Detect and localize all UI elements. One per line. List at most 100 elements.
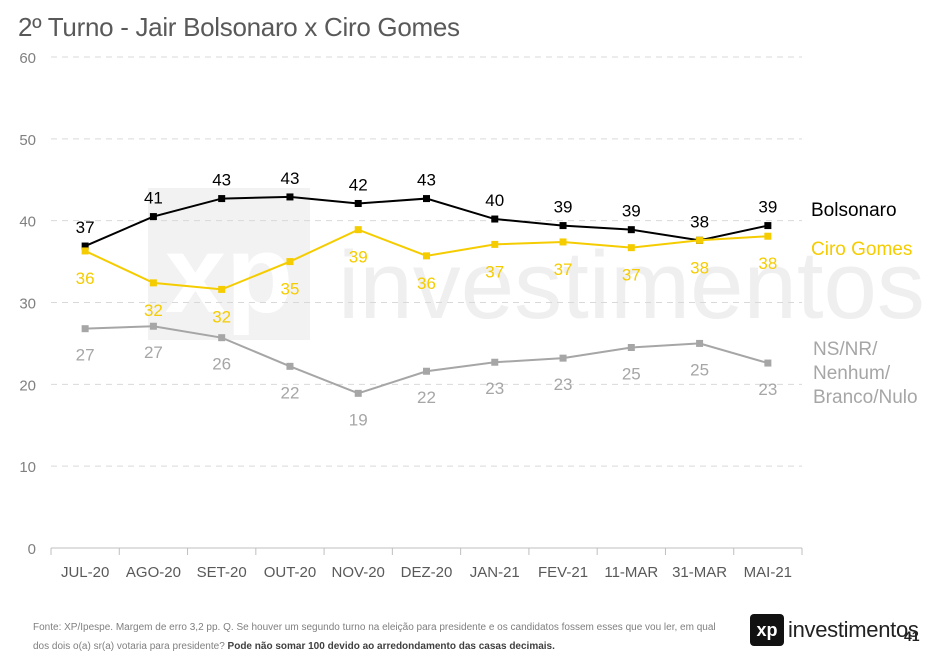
xp-logo-word: investimentos bbox=[788, 617, 919, 642]
legend-label: Ciro Gomes bbox=[811, 239, 912, 260]
data-point bbox=[764, 232, 772, 240]
data-label: 43 bbox=[212, 171, 231, 190]
data-point bbox=[149, 213, 157, 221]
data-point bbox=[627, 244, 635, 252]
data-label: 26 bbox=[212, 355, 231, 374]
data-label: 43 bbox=[417, 171, 436, 190]
y-tick-label: 30 bbox=[19, 296, 36, 313]
data-label: 37 bbox=[622, 266, 641, 285]
data-label: 39 bbox=[758, 198, 777, 217]
page-number: 41 bbox=[904, 628, 920, 644]
watermark: xp investimentos bbox=[148, 188, 925, 340]
xp-logo-mark: xp bbox=[750, 614, 784, 646]
data-point bbox=[627, 344, 635, 352]
data-point bbox=[559, 238, 567, 246]
data-point bbox=[286, 362, 294, 370]
x-tick-label: MAI-21 bbox=[744, 564, 792, 581]
x-tick-label: AGO-20 bbox=[126, 564, 181, 581]
data-point bbox=[354, 199, 362, 207]
data-point bbox=[696, 339, 704, 347]
data-label: 23 bbox=[554, 375, 573, 394]
data-point bbox=[764, 359, 772, 367]
data-point bbox=[81, 242, 89, 250]
chart-axes: 0 10 20 30 40 50 60 JUL-20 AGO-20 SET-20 OUT-20 NOV… bbox=[19, 50, 803, 581]
data-label: 19 bbox=[349, 410, 368, 429]
data-point bbox=[354, 389, 362, 397]
data-point bbox=[286, 193, 294, 201]
watermark-mark-text: xp bbox=[165, 213, 293, 336]
data-point bbox=[218, 195, 226, 203]
data-label: 27 bbox=[76, 346, 95, 365]
chart-legend: Bolsonaro Ciro Gomes NS/NR/Nenhum/Branco/N… bbox=[811, 200, 918, 408]
data-point bbox=[491, 215, 499, 223]
data-point bbox=[81, 247, 89, 255]
y-tick-label: 60 bbox=[19, 50, 36, 67]
y-tick-label: 10 bbox=[19, 459, 36, 476]
data-point bbox=[559, 222, 567, 230]
rounding-note: Pode não somar 100 devido ao arredondame… bbox=[227, 641, 555, 652]
data-label: 38 bbox=[690, 212, 709, 231]
data-label: 37 bbox=[554, 260, 573, 279]
data-label: 27 bbox=[144, 343, 163, 362]
data-point bbox=[423, 367, 430, 375]
footer-note: Fonte: XP/Ipespe. Margem de erro 3,2 pp.… bbox=[33, 618, 733, 656]
x-tick-label: 11-MAR bbox=[604, 564, 658, 581]
x-tick-label: SET-20 bbox=[197, 564, 247, 581]
data-label: 23 bbox=[485, 379, 504, 398]
data-point bbox=[149, 279, 157, 287]
data-label: 32 bbox=[144, 301, 163, 320]
data-label: 42 bbox=[349, 175, 368, 194]
legend-label: Nenhum/ bbox=[813, 363, 891, 384]
data-label: 25 bbox=[690, 360, 709, 379]
data-point bbox=[491, 358, 499, 366]
x-tick-label: DEZ-20 bbox=[401, 564, 453, 581]
data-label: 39 bbox=[349, 248, 368, 267]
data-point bbox=[559, 354, 567, 362]
y-tick-label: 20 bbox=[19, 377, 36, 394]
data-point bbox=[149, 322, 157, 330]
data-point bbox=[764, 222, 772, 230]
chart-grid bbox=[51, 56, 802, 467]
data-label: 32 bbox=[212, 307, 231, 326]
legend-label: NS/NR/ bbox=[813, 339, 878, 360]
data-point bbox=[423, 195, 430, 203]
data-label: 43 bbox=[280, 169, 299, 188]
data-point bbox=[627, 226, 635, 234]
xp-logo: xp investimentos bbox=[750, 614, 919, 646]
data-label: 36 bbox=[76, 269, 95, 288]
data-label: 22 bbox=[417, 388, 436, 407]
y-tick-label: 50 bbox=[19, 132, 36, 149]
data-label: 22 bbox=[280, 383, 299, 402]
data-point bbox=[696, 236, 704, 244]
data-point bbox=[491, 240, 499, 248]
data-point bbox=[354, 226, 362, 234]
data-point bbox=[218, 285, 226, 293]
y-tick-label: 40 bbox=[19, 214, 36, 231]
line-chart: xp investimentos 0 10 20 30 40 50 60 JUL-20 AGO-2… bbox=[19, 50, 925, 581]
data-label: 39 bbox=[622, 202, 641, 221]
data-label: 38 bbox=[690, 258, 709, 277]
data-point bbox=[423, 252, 430, 260]
chart-series: 37 41 43 43 42 43 40 39 39 38 39 36 32 32 35 39 36 37 37 37… bbox=[76, 169, 778, 429]
x-tick-label: NOV-20 bbox=[332, 564, 385, 581]
x-tick-label: FEV-21 bbox=[538, 564, 588, 581]
data-label: 39 bbox=[554, 198, 573, 217]
data-label: 37 bbox=[76, 218, 95, 237]
legend-label: Bolsonaro bbox=[811, 200, 897, 221]
data-label: 35 bbox=[280, 280, 299, 299]
data-label: 40 bbox=[485, 191, 504, 210]
data-point bbox=[218, 334, 226, 342]
x-tick-label: JUL-20 bbox=[61, 564, 109, 581]
data-label: 41 bbox=[144, 189, 163, 208]
data-label: 38 bbox=[758, 254, 777, 273]
source-note: Fonte: XP/Ipespe. Margem de erro 3,2 pp.… bbox=[33, 622, 716, 652]
x-tick-label: JAN-21 bbox=[470, 564, 520, 581]
legend-label: Branco/Nulo bbox=[813, 387, 918, 408]
data-label: 25 bbox=[622, 365, 641, 384]
data-label: 37 bbox=[485, 262, 504, 281]
data-label: 36 bbox=[417, 274, 436, 293]
y-tick-label: 0 bbox=[28, 541, 36, 558]
data-point bbox=[286, 258, 294, 266]
data-point bbox=[81, 325, 89, 333]
x-tick-label: 31-MAR bbox=[672, 564, 727, 581]
